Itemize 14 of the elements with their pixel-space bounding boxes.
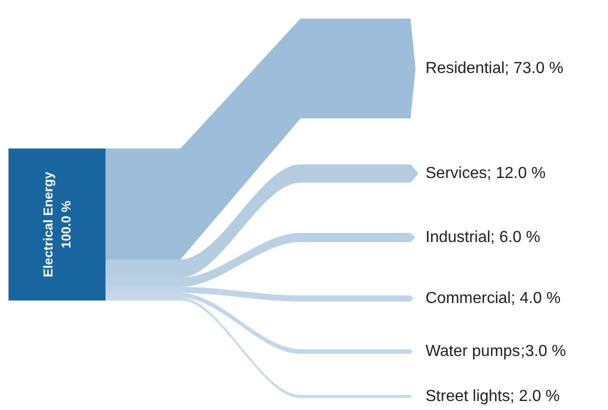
- category-label: Commercial: [426, 290, 511, 307]
- data-label: ; 12.0 %: [486, 165, 546, 182]
- data-label: ;3.0 %: [520, 343, 566, 360]
- category-label: Residential: [426, 60, 505, 77]
- category-label: Industrial: [426, 229, 490, 246]
- data-label: ; 4.0 %: [510, 290, 561, 307]
- text: 100.0 %: [58, 200, 74, 248]
- data-label: ; 6.0 %: [490, 229, 540, 246]
- data-label: ; 73.0 %: [504, 60, 564, 77]
- data-label: ; 2.0 %: [510, 388, 560, 405]
- category-label: Services: [426, 165, 487, 182]
- category-label: Street lights: [426, 388, 510, 405]
- text: Electrical Energy: [40, 170, 56, 278]
- category-label: Water pumps: [426, 343, 520, 360]
